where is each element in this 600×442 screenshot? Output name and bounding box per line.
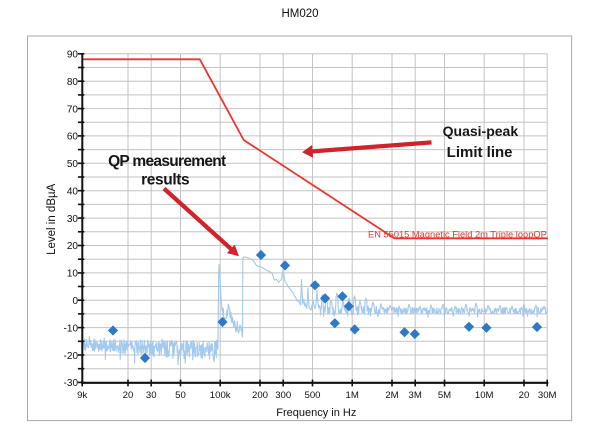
- svg-text:-10: -10: [64, 323, 79, 334]
- svg-text:Frequency in Hz: Frequency in Hz: [276, 407, 356, 419]
- svg-text:HM020: HM020: [281, 8, 318, 20]
- svg-text:1M: 1M: [346, 390, 359, 401]
- svg-text:500: 500: [304, 390, 320, 401]
- svg-text:80: 80: [67, 77, 79, 88]
- svg-text:300: 300: [275, 390, 291, 401]
- svg-text:30M: 30M: [538, 390, 557, 401]
- svg-text:5M: 5M: [438, 390, 451, 401]
- svg-text:200: 200: [252, 390, 268, 401]
- svg-text:9k: 9k: [77, 390, 87, 401]
- svg-text:40: 40: [67, 187, 79, 198]
- svg-text:results: results: [141, 172, 189, 189]
- svg-text:-20: -20: [64, 351, 79, 362]
- svg-text:2M: 2M: [385, 390, 398, 401]
- svg-text:20: 20: [123, 390, 134, 401]
- svg-text:10M: 10M: [475, 390, 494, 401]
- svg-text:-30: -30: [64, 378, 79, 389]
- svg-text:20: 20: [519, 390, 530, 401]
- svg-text:3M: 3M: [409, 390, 422, 401]
- svg-text:Limit line: Limit line: [447, 144, 513, 161]
- svg-text:100k: 100k: [210, 390, 231, 401]
- svg-text:50: 50: [175, 390, 186, 401]
- svg-text:Quasi-peak: Quasi-peak: [443, 123, 519, 139]
- svg-text:30: 30: [67, 214, 79, 225]
- svg-text:90: 90: [67, 50, 79, 61]
- svg-text:30: 30: [146, 390, 157, 401]
- svg-text:0: 0: [72, 296, 78, 307]
- svg-text:QP measurement: QP measurement: [108, 153, 226, 170]
- svg-text:20: 20: [67, 241, 79, 252]
- svg-text:50: 50: [67, 159, 79, 170]
- svg-text:Level in dBµA: Level in dBµA: [46, 183, 58, 255]
- svg-text:EN 55015 Magnetic Field 2m Tr: EN 55015 Magnetic Field 2m Triple loopQP: [368, 230, 547, 240]
- svg-text:70: 70: [67, 104, 79, 115]
- svg-text:60: 60: [67, 132, 79, 143]
- svg-text:10: 10: [67, 269, 79, 280]
